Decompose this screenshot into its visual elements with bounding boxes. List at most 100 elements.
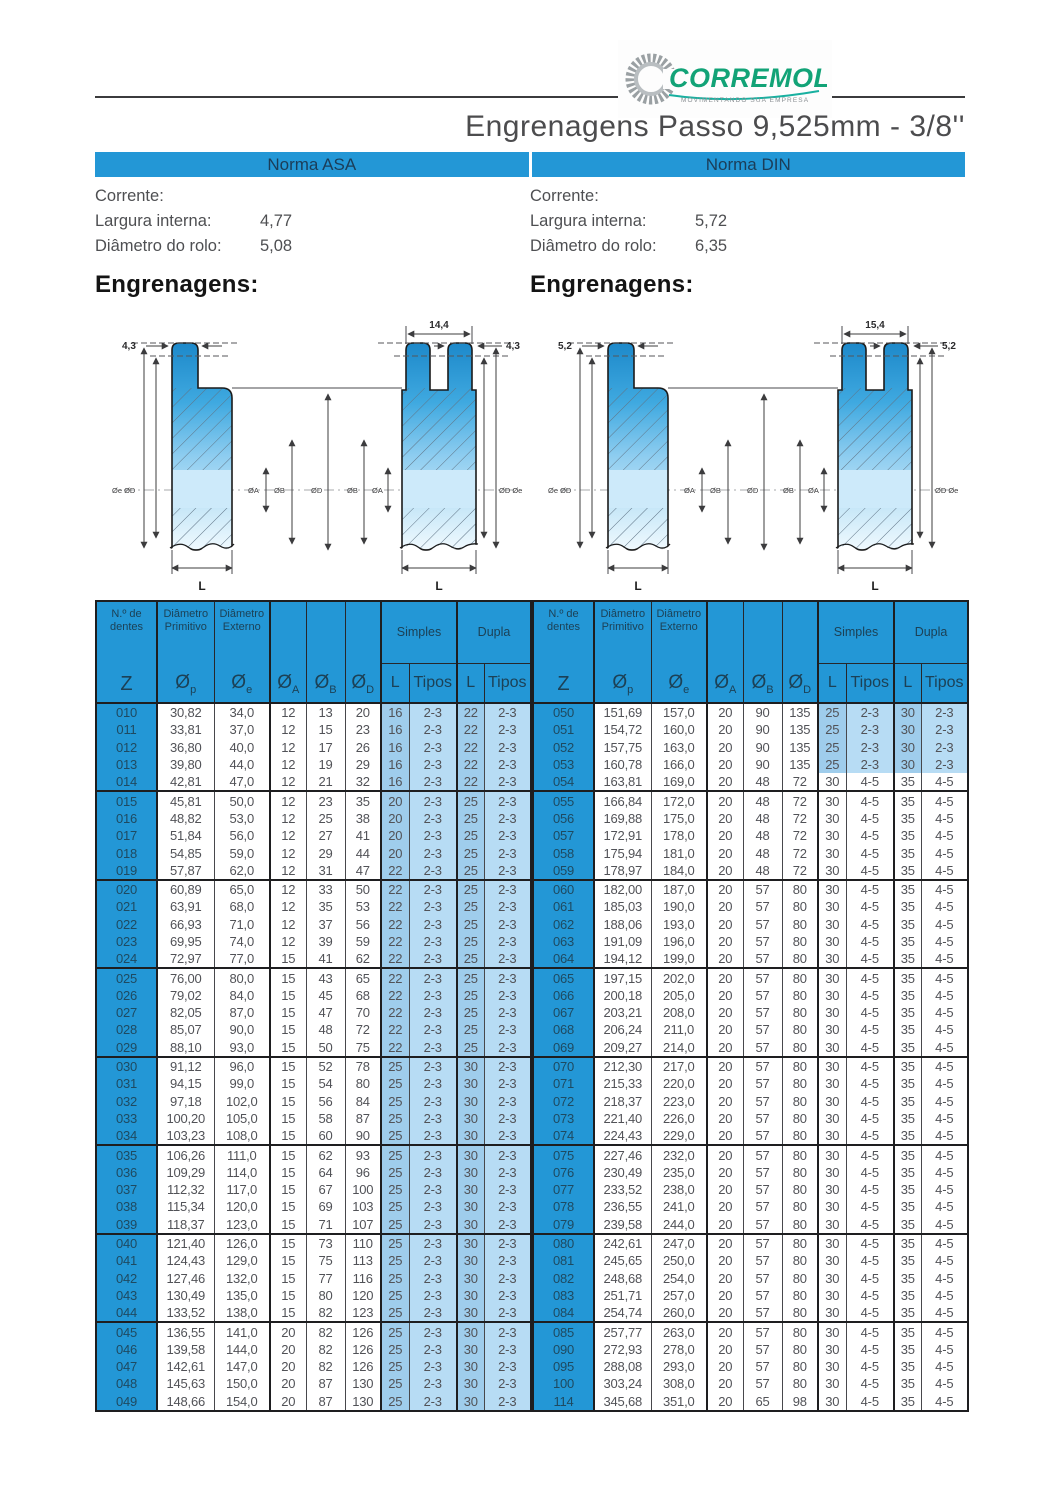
data-cell: 35 [893,986,922,1005]
table-row: 082 248,68 254,0 20 57 80 30 4-5 35 4-5 [532,1269,970,1287]
table-row: 035 106,26 111,0 15 62 93 25 2-3 30 2-3 [95,1144,533,1164]
data-cell: 4-5 [920,1021,970,1039]
data-cell: 20 [380,827,410,845]
data-cell: 4-5 [845,844,896,862]
data-cell: 35 [893,1038,922,1057]
data-cell: 185,03 [593,898,652,916]
data-cell: 94,15 [156,1075,215,1093]
data-cell: 79,02 [156,986,215,1005]
data-cell: 75 [305,1252,346,1270]
table-row: 021 63,91 68,0 12 35 53 22 2-3 25 2-3 [95,898,533,916]
data-cell: 2-3 [483,1357,533,1376]
data-cell: 200,18 [593,986,652,1005]
data-cell: 57 [742,1181,783,1199]
data-cell: 4-5 [920,915,970,933]
data-cell: 30 [817,950,847,969]
z-cell: 052 [532,738,596,756]
data-cell: 78 [344,1055,382,1076]
z-cell: 056 [532,809,596,828]
data-cell: 30 [456,1286,485,1305]
data-cell: 74,0 [213,932,271,951]
z-cell: 051 [532,721,596,739]
table-row: 052 157,75 163,0 20 90 135 25 2-3 30 2-3 [532,738,970,756]
data-cell: 4-5 [845,827,896,845]
data-cell: 20 [706,773,744,792]
data-cell: 20 [706,738,744,756]
data-cell: 236,55 [593,1198,652,1216]
data-cell: 35 [893,1021,922,1039]
dia-label-left: Øe ØD [112,486,136,495]
data-cell: 23 [344,721,382,739]
table-row: 066 200,18 205,0 20 57 80 30 4-5 35 4-5 [532,986,970,1005]
data-cell: 80 [781,1075,820,1093]
largura-value: 4,77 [260,212,293,230]
data-cell: 57 [742,1127,783,1146]
table-row: 018 54,85 59,0 12 29 44 20 2-3 25 2-3 [95,844,533,862]
data-cell: 110 [344,1232,382,1253]
data-cell: 288,08 [593,1357,652,1376]
data-cell: 73 [305,1232,346,1253]
header-dp: Diâmetro Primitivo Øp [593,600,652,704]
data-cell: 48 [742,861,783,880]
table-row: 039 118,37 123,0 15 71 107 25 2-3 30 2-3 [95,1215,533,1234]
data-cell: 60,89 [156,878,215,899]
header-cell-content: ØA [271,602,305,702]
header-cell-content: N.º de dentes Z [534,602,592,702]
z-cell: 015 [95,790,158,810]
data-cell: 4-5 [920,1321,970,1341]
data-cell: 120 [344,1286,382,1305]
table-row: 073 221,40 226,0 20 57 80 30 4-5 35 4-5 [532,1109,970,1128]
data-cell: 169,88 [593,809,652,828]
data-cell: 2-3 [408,1092,458,1110]
data-cell: 30,82 [156,701,215,722]
data-cell: 4-5 [845,1144,896,1164]
data-cell: 4-5 [845,1392,896,1411]
data-cell: 25 [456,790,485,810]
data-cell: 30 [817,915,847,933]
data-cell: 25 [380,1092,410,1110]
data-cell: 30 [817,1004,847,1022]
data-cell: 20 [706,1286,744,1305]
data-cell: 4-5 [920,1357,970,1376]
data-cell: 20 [706,790,744,810]
column-symbol: Z [557,673,570,695]
data-cell: 80,0 [213,967,271,987]
data-cell: 25 [380,1286,410,1305]
data-cell: 2-3 [483,1181,533,1199]
data-cell: 25 [380,1181,410,1199]
data-cell: 22 [456,773,485,792]
dia-label-a2: ØA [808,486,819,495]
data-cell: 126 [344,1321,382,1341]
data-cell: 2-3 [483,721,533,739]
data-cell: 254,74 [593,1304,652,1323]
data-cell: 80 [781,878,820,899]
header-db: ØB [305,600,346,704]
data-cell: 157,75 [593,738,652,756]
data-cell: 15 [269,986,307,1005]
z-cell: 090 [532,1340,596,1358]
data-cell: 20 [706,932,744,951]
data-cell: 30 [817,1198,847,1216]
z-cell: 043 [95,1286,158,1305]
data-cell: 30 [456,1109,485,1128]
data-cell: 139,58 [156,1340,215,1358]
z-cell: 077 [532,1181,596,1199]
data-cell: 181,0 [650,844,709,862]
data-cell: 260,0 [650,1304,709,1323]
data-cell: 76,00 [156,967,215,987]
data-cell: 64 [305,1163,346,1182]
data-cell: 57 [742,967,783,987]
data-cell: 20 [706,1232,744,1253]
data-cell: 80 [781,1198,820,1216]
data-cell: 2-3 [408,1232,458,1253]
data-cell: 57 [742,1269,783,1287]
data-cell: 4-5 [920,1232,970,1253]
data-cell: 20 [706,1181,744,1199]
data-cell: 4-5 [845,915,896,933]
data-cell: 2-3 [408,1340,458,1358]
largura-value: 5,72 [695,212,728,230]
table-row: 064 194,12 199,0 20 57 80 30 4-5 35 4-5 [532,950,970,969]
data-cell: 87,0 [213,1004,271,1022]
data-cell: 4-5 [845,1215,896,1234]
data-cell: 12 [269,755,307,774]
